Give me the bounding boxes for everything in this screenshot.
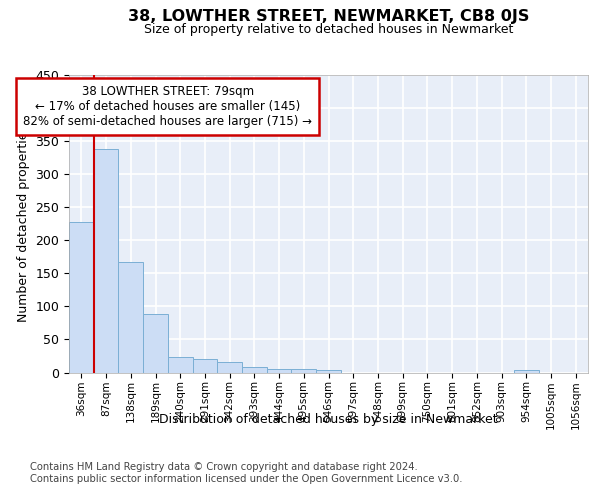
Bar [118, 262, 143, 372]
Bar [316, 370, 341, 372]
Bar [143, 314, 168, 372]
Bar [217, 362, 242, 372]
Text: Distribution of detached houses by size in Newmarket: Distribution of detached houses by size … [160, 412, 498, 426]
Bar [267, 369, 292, 372]
Bar [168, 358, 193, 372]
Bar [69, 222, 94, 372]
Text: Contains HM Land Registry data © Crown copyright and database right 2024.
Contai: Contains HM Land Registry data © Crown c… [30, 462, 463, 484]
Bar [193, 360, 217, 372]
Text: 38, LOWTHER STREET, NEWMARKET, CB8 0JS: 38, LOWTHER STREET, NEWMARKET, CB8 0JS [128, 9, 529, 24]
Text: Size of property relative to detached houses in Newmarket: Size of property relative to detached ho… [144, 24, 514, 36]
Y-axis label: Number of detached properties: Number of detached properties [17, 125, 30, 322]
Bar [94, 149, 118, 372]
Bar [242, 367, 267, 372]
Bar [514, 370, 539, 372]
Bar [292, 369, 316, 372]
Text: 38 LOWTHER STREET: 79sqm
← 17% of detached houses are smaller (145)
82% of semi-: 38 LOWTHER STREET: 79sqm ← 17% of detach… [23, 85, 313, 128]
